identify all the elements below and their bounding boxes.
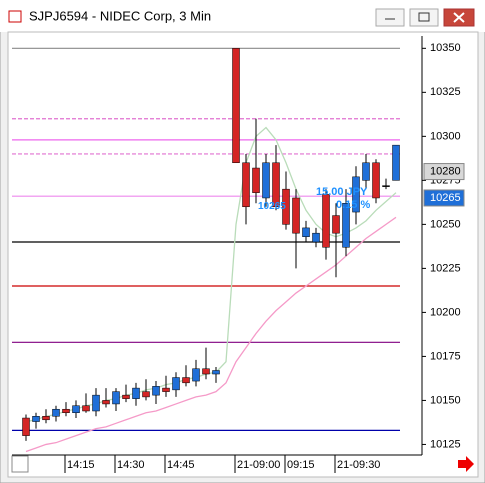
candle-body — [322, 194, 330, 248]
candle-body — [262, 162, 270, 199]
candle-body — [302, 227, 310, 237]
maximize-icon — [418, 12, 430, 22]
y-tick-label: 10175 — [430, 350, 461, 362]
candle-body — [122, 394, 130, 399]
candle-body — [182, 377, 190, 384]
y-tick-label: 10300 — [430, 130, 461, 142]
x-tick-label: 21-09:30 — [337, 459, 380, 471]
candle-body — [52, 408, 60, 417]
candle-body — [202, 368, 210, 375]
candle-body — [92, 394, 100, 412]
minimize-button[interactable] — [375, 8, 405, 27]
candle-body — [72, 405, 80, 413]
annotation: 15.00 JPY — [316, 186, 368, 198]
close-icon — [453, 12, 465, 23]
x-tick-label: 14:15 — [67, 459, 95, 471]
x-tick-label: 21-09:00 — [237, 459, 280, 471]
candle-body — [252, 167, 260, 193]
window-title: SJPJ6594 - NIDEC Corp, 3 Min — [29, 8, 211, 23]
y-tick-label: 10200 — [430, 306, 461, 318]
candle-body — [172, 377, 180, 391]
candle-body — [212, 370, 220, 375]
y-tick-label: 10325 — [430, 86, 461, 98]
candle-body — [392, 144, 400, 181]
candle-body — [162, 387, 170, 392]
candle-body — [362, 162, 370, 181]
candle-body — [42, 416, 50, 421]
candle-body — [32, 416, 40, 422]
candle-body — [292, 197, 300, 234]
candle-body — [312, 232, 320, 243]
price-tag — [423, 189, 465, 207]
candle-body — [342, 202, 350, 248]
candle-body — [102, 400, 110, 405]
candle-body — [382, 185, 390, 187]
price-tag-label: 10265 — [430, 192, 461, 204]
candle-body — [282, 188, 290, 225]
y-tick-label: 10250 — [430, 218, 461, 230]
candle-body — [82, 405, 90, 412]
moving-average — [25, 216, 397, 453]
annotation: 10265 — [258, 201, 286, 212]
candle-body — [62, 408, 70, 413]
candle-body — [352, 176, 360, 213]
price-tag — [423, 163, 465, 181]
y-tick-label: 10125 — [430, 438, 461, 450]
x-tick-label: 14:45 — [167, 459, 195, 471]
y-tick-label: 10150 — [430, 394, 461, 406]
candle-body — [372, 162, 380, 199]
candle-body — [132, 387, 140, 399]
corner-box[interactable] — [11, 455, 29, 473]
maximize-button[interactable] — [409, 8, 439, 27]
app-icon — [8, 10, 22, 23]
price-tag-label: 10280 — [430, 165, 461, 177]
scroll-arrow[interactable] — [458, 456, 474, 472]
candle-body — [112, 391, 120, 405]
candle-body — [152, 386, 160, 396]
candle-body — [142, 391, 150, 398]
candle-body — [192, 368, 200, 382]
y-tick-label: 10225 — [430, 262, 461, 274]
y-tick-label: 10350 — [430, 42, 461, 54]
annotation: 0.15 % — [336, 199, 370, 211]
candle-body — [332, 215, 340, 234]
x-tick-label: 14:30 — [117, 459, 145, 471]
candle-body — [242, 162, 250, 208]
candle-body — [22, 417, 30, 436]
x-tick-label: 09:15 — [287, 459, 315, 471]
candle-body — [272, 162, 280, 208]
candle-body — [232, 48, 240, 164]
moving-average — [25, 126, 397, 423]
